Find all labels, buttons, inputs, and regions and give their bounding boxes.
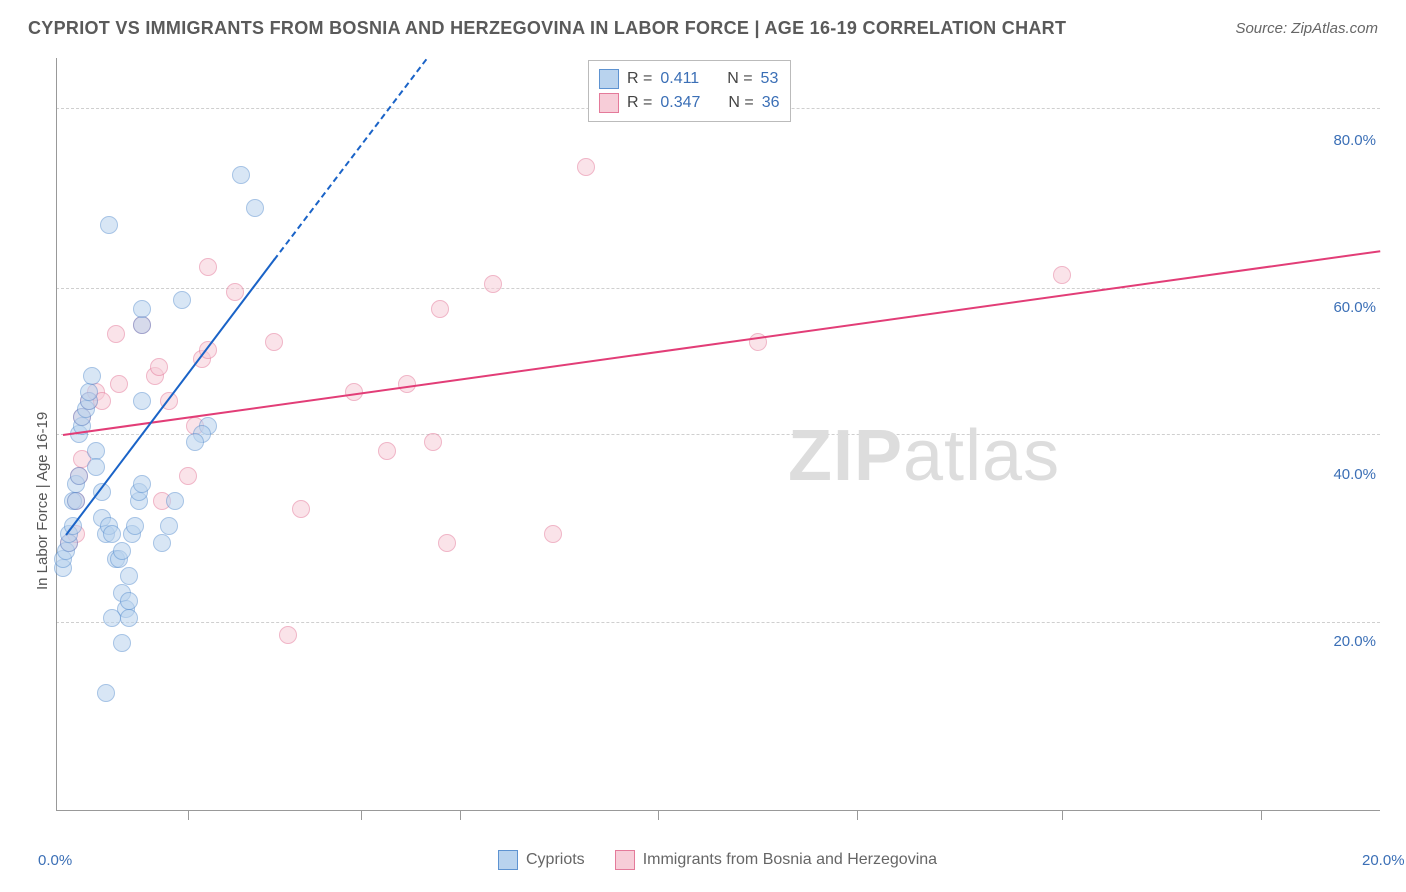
x-tick xyxy=(1062,810,1063,820)
x-tick xyxy=(658,810,659,820)
x-tick xyxy=(1261,810,1262,820)
watermark: ZIPatlas xyxy=(788,415,1060,497)
point-cypriots xyxy=(113,542,131,560)
y-axis xyxy=(56,58,57,810)
point-cypriots xyxy=(173,291,191,309)
point-cypriots xyxy=(103,525,121,543)
point-bosnia xyxy=(150,358,168,376)
legend-item: Immigrants from Bosnia and Herzegovina xyxy=(615,850,937,870)
legend-swatch xyxy=(615,850,635,870)
point-bosnia xyxy=(226,283,244,301)
point-cypriots xyxy=(80,383,98,401)
point-cypriots xyxy=(153,534,171,552)
bottom-legend: Cypriots Immigrants from Bosnia and Herze… xyxy=(498,850,937,870)
point-bosnia xyxy=(107,325,125,343)
point-bosnia xyxy=(431,300,449,318)
point-cypriots xyxy=(67,492,85,510)
x-axis xyxy=(56,810,1380,811)
point-bosnia xyxy=(378,442,396,460)
legend-label: Immigrants from Bosnia and Herzegovina xyxy=(643,851,937,869)
legend-stats-row: R = 0.411 N = 53 xyxy=(599,67,780,91)
point-cypriots xyxy=(97,684,115,702)
point-cypriots xyxy=(133,475,151,493)
point-cypriots xyxy=(120,567,138,585)
point-bosnia xyxy=(110,375,128,393)
x-tick-label: 0.0% xyxy=(38,852,72,869)
point-bosnia xyxy=(577,158,595,176)
legend-swatch xyxy=(599,69,619,89)
legend-label: Cypriots xyxy=(526,851,585,869)
source-attribution: Source: ZipAtlas.com xyxy=(1235,20,1378,37)
legend-r-value: 0.411 xyxy=(660,70,699,88)
legend-item: Cypriots xyxy=(498,850,585,870)
point-cypriots xyxy=(133,316,151,334)
legend-n-label: N = xyxy=(727,70,752,88)
x-tick xyxy=(188,810,189,820)
point-cypriots xyxy=(186,433,204,451)
point-cypriots xyxy=(133,392,151,410)
legend-n-value: 36 xyxy=(762,94,780,112)
legend-stats: R = 0.411 N = 53 R = 0.347 N = 36 xyxy=(588,60,791,122)
y-tick-label: 40.0% xyxy=(1333,466,1376,483)
legend-n-value: 53 xyxy=(761,70,779,88)
point-cypriots xyxy=(70,467,88,485)
point-cypriots xyxy=(133,300,151,318)
x-tick xyxy=(460,810,461,820)
point-cypriots xyxy=(87,458,105,476)
point-bosnia xyxy=(292,500,310,518)
point-bosnia xyxy=(438,534,456,552)
point-cypriots xyxy=(166,492,184,510)
point-bosnia xyxy=(544,525,562,543)
legend-swatch xyxy=(599,93,619,113)
x-tick xyxy=(857,810,858,820)
y-tick-label: 60.0% xyxy=(1333,299,1376,316)
point-bosnia xyxy=(1053,266,1071,284)
point-bosnia xyxy=(484,275,502,293)
point-bosnia xyxy=(199,258,217,276)
chart-title: CYPRIOT VS IMMIGRANTS FROM BOSNIA AND HE… xyxy=(28,18,1066,39)
y-tick-label: 80.0% xyxy=(1333,132,1376,149)
point-cypriots xyxy=(120,592,138,610)
legend-r-label: R = xyxy=(627,94,652,112)
point-cypriots xyxy=(100,216,118,234)
point-cypriots xyxy=(232,166,250,184)
point-cypriots xyxy=(160,517,178,535)
legend-swatch xyxy=(498,850,518,870)
legend-n-label: N = xyxy=(728,94,753,112)
y-axis-title: In Labor Force | Age 16-19 xyxy=(34,412,51,590)
point-cypriots xyxy=(83,367,101,385)
y-tick-label: 20.0% xyxy=(1333,633,1376,650)
plot-area: 20.0%40.0%60.0%80.0%0.0%20.0%In Labor Fo… xyxy=(48,50,1388,830)
point-cypriots xyxy=(126,517,144,535)
point-bosnia xyxy=(265,333,283,351)
point-bosnia xyxy=(424,433,442,451)
grid-line xyxy=(56,622,1380,623)
point-bosnia xyxy=(398,375,416,393)
legend-r-label: R = xyxy=(627,70,652,88)
trend-cypriots-dash xyxy=(274,58,428,260)
point-cypriots xyxy=(246,199,264,217)
header: CYPRIOT VS IMMIGRANTS FROM BOSNIA AND HE… xyxy=(0,0,1406,49)
point-cypriots xyxy=(103,609,121,627)
x-tick xyxy=(361,810,362,820)
grid-line xyxy=(56,434,1380,435)
x-tick-label: 20.0% xyxy=(1362,852,1405,869)
point-cypriots xyxy=(113,634,131,652)
point-bosnia xyxy=(179,467,197,485)
point-cypriots xyxy=(87,442,105,460)
point-bosnia xyxy=(279,626,297,644)
point-cypriots xyxy=(120,609,138,627)
chart-container: 20.0%40.0%60.0%80.0%0.0%20.0%In Labor Fo… xyxy=(48,50,1388,830)
grid-line xyxy=(56,288,1380,289)
legend-stats-row: R = 0.347 N = 36 xyxy=(599,91,780,115)
legend-r-value: 0.347 xyxy=(660,94,700,112)
